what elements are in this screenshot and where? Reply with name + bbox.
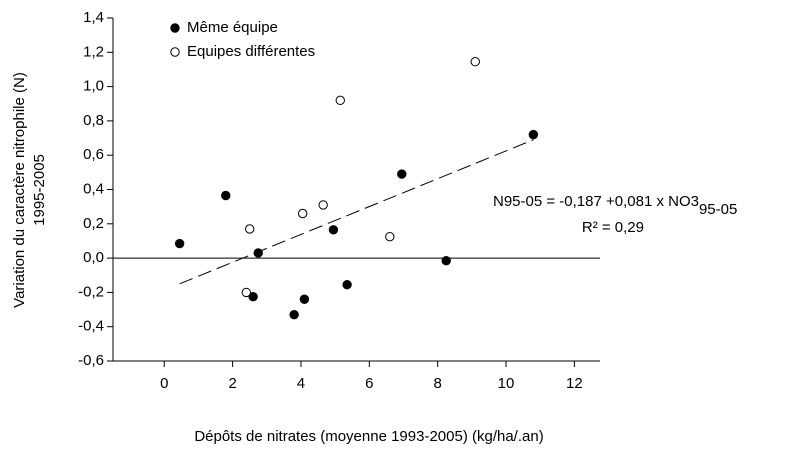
point: [328, 225, 339, 235]
point: [470, 57, 480, 67]
x-tick-label: 12: [566, 375, 583, 392]
trendline: [179, 139, 534, 285]
y-axis-label: 1995-2005: [31, 154, 48, 226]
legend-label: Même équipe: [187, 19, 278, 36]
y-tick-label: 0,8: [83, 112, 104, 129]
y-tick-label: -0,6: [78, 352, 104, 369]
legend-label: Equipes différentes: [187, 43, 315, 60]
point: [297, 208, 308, 219]
x-tick-label: 10: [498, 375, 515, 392]
point: [248, 291, 258, 302]
y-tick-label: -0,2: [78, 283, 104, 300]
y-tick-label: -0,4: [78, 318, 104, 335]
x-axis-label: Dépôts de nitrates (moyenne 1993-2005) (…: [194, 428, 543, 445]
point: [441, 255, 451, 266]
point: [221, 190, 231, 201]
point: [289, 309, 299, 320]
legend-marker: [170, 47, 180, 57]
point: [299, 294, 310, 304]
x-tick-label: 0: [160, 375, 168, 392]
y-axis-label: Variation du caractère nitrophile (N): [11, 72, 28, 308]
point: [253, 248, 263, 258]
point: [342, 279, 352, 290]
y-tick-label: 0,0: [83, 249, 104, 266]
y-tick-label: 0,4: [83, 180, 104, 197]
point: [318, 200, 328, 210]
x-tick-label: 2: [228, 375, 236, 392]
y-tick-label: 0,2: [83, 215, 104, 232]
point: [174, 238, 185, 249]
x-tick-label: 8: [433, 375, 441, 392]
x-tick-label: 4: [297, 375, 305, 392]
point: [241, 287, 251, 298]
y-tick-label: 0,6: [83, 146, 104, 163]
y-tick-label: 1,0: [83, 78, 104, 95]
equation: N95-05 = -0,187 +0,081 x NO395-05: [493, 193, 737, 218]
x-tick-label: 6: [365, 375, 373, 392]
r-squared: R² = 0,29: [582, 219, 644, 236]
y-tick-label: 1,4: [83, 9, 104, 26]
y-tick-label: 1,2: [83, 43, 104, 60]
legend-marker: [170, 23, 180, 33]
point: [385, 231, 395, 242]
point: [397, 169, 407, 179]
point: [245, 224, 255, 234]
point: [335, 95, 345, 106]
point: [528, 129, 539, 140]
